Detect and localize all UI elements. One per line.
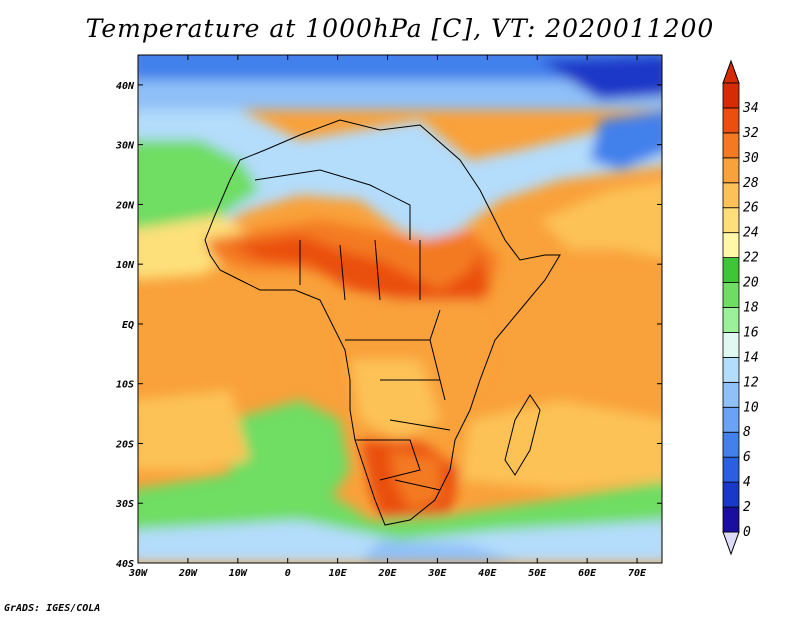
lon-tick-label: 10E xyxy=(329,568,348,579)
colorbar-swatch xyxy=(722,481,740,508)
colorbar-swatch xyxy=(722,82,740,109)
footer-credit: GrADS: IGES/COLA xyxy=(4,603,101,614)
colorbar-swatch xyxy=(722,157,740,184)
lon-axis: 30W 20W 10W 0 10E 20E 30E 40E 50E 60E 70E xyxy=(128,55,647,579)
colorbar-swatch xyxy=(722,381,740,408)
colorbar-swatch xyxy=(722,406,740,433)
colorbar-label: 16 xyxy=(743,325,759,340)
coastlines xyxy=(204,119,561,526)
lon-tick-label: 50E xyxy=(528,568,547,579)
colorbar-swatch xyxy=(722,282,740,308)
colorbar-label: 4 xyxy=(743,475,751,490)
colorbar-label: 0 xyxy=(743,525,751,540)
lon-tick-label: 20E xyxy=(377,568,397,579)
lon-tick-label: 60E xyxy=(578,568,597,579)
colorbar-label: 8 xyxy=(743,425,751,440)
colorbar-swatch xyxy=(722,332,740,358)
colorbar-label: 18 xyxy=(743,301,759,316)
colorbar-swatch xyxy=(722,207,740,234)
colorbar-low-triangle xyxy=(722,531,740,556)
lon-tick-label: 30E xyxy=(427,568,447,579)
colorbar-label: 22 xyxy=(743,251,759,266)
colorbar-swatch xyxy=(722,182,740,209)
colorbar-swatch xyxy=(722,107,740,134)
colorbar-label: 12 xyxy=(743,375,759,390)
lon-tick-label: 0 xyxy=(285,568,291,579)
colorbar-swatch xyxy=(722,456,740,483)
colorbar-swatch xyxy=(722,232,740,259)
lon-tick-label: 20W xyxy=(178,568,198,579)
colorbar-swatch xyxy=(722,307,740,333)
map-frame xyxy=(137,54,663,564)
colorbar-swatch xyxy=(722,431,740,458)
colorbar-high-triangle xyxy=(722,59,740,84)
map-title: Temperature at 1000hPa [C], VT: 20200112… xyxy=(85,14,715,43)
colorbar-label: 6 xyxy=(743,450,751,465)
lat-tick-label: EQ xyxy=(122,320,134,331)
lat-tick-label: 40N xyxy=(116,81,135,92)
lat-tick-label: 10N xyxy=(116,260,135,271)
colorbar-label: 24 xyxy=(743,226,759,241)
colorbar-swatch xyxy=(722,506,740,533)
lat-tick-label: 40S xyxy=(116,559,134,570)
colorbar-label: 32 xyxy=(742,126,759,141)
colorbar-swatch xyxy=(722,132,740,159)
colorbar-swatch xyxy=(722,257,740,283)
lat-tick-label: 20N xyxy=(115,200,135,211)
colorbar-label: 14 xyxy=(743,350,759,365)
temperature-field xyxy=(138,55,662,563)
lon-tick-label: 10W xyxy=(229,568,248,579)
colorbar-label: 2 xyxy=(743,500,751,515)
lat-axis: 40S 30S 20S 10S EQ 10N 20N 30N 40N xyxy=(115,81,662,570)
colorbar-swatch xyxy=(722,356,740,383)
lon-tick-label: 40E xyxy=(478,568,497,579)
lat-tick-label: 10S xyxy=(116,380,134,391)
lat-tick-label: 20S xyxy=(115,439,134,450)
colorbar-label: 10 xyxy=(743,400,759,415)
lon-tick-label: 30W xyxy=(128,568,148,579)
lon-tick-label: 70E xyxy=(628,568,647,579)
colorbar-label: 30 xyxy=(742,151,759,166)
lat-tick-label: 30S xyxy=(115,499,134,510)
colorbar-label: 20 xyxy=(743,276,759,291)
colorbar-label: 28 xyxy=(743,176,759,191)
colorbar-label: 34 xyxy=(742,101,759,116)
colorbar-label: 26 xyxy=(743,201,759,216)
lat-tick-label: 30N xyxy=(115,141,135,152)
